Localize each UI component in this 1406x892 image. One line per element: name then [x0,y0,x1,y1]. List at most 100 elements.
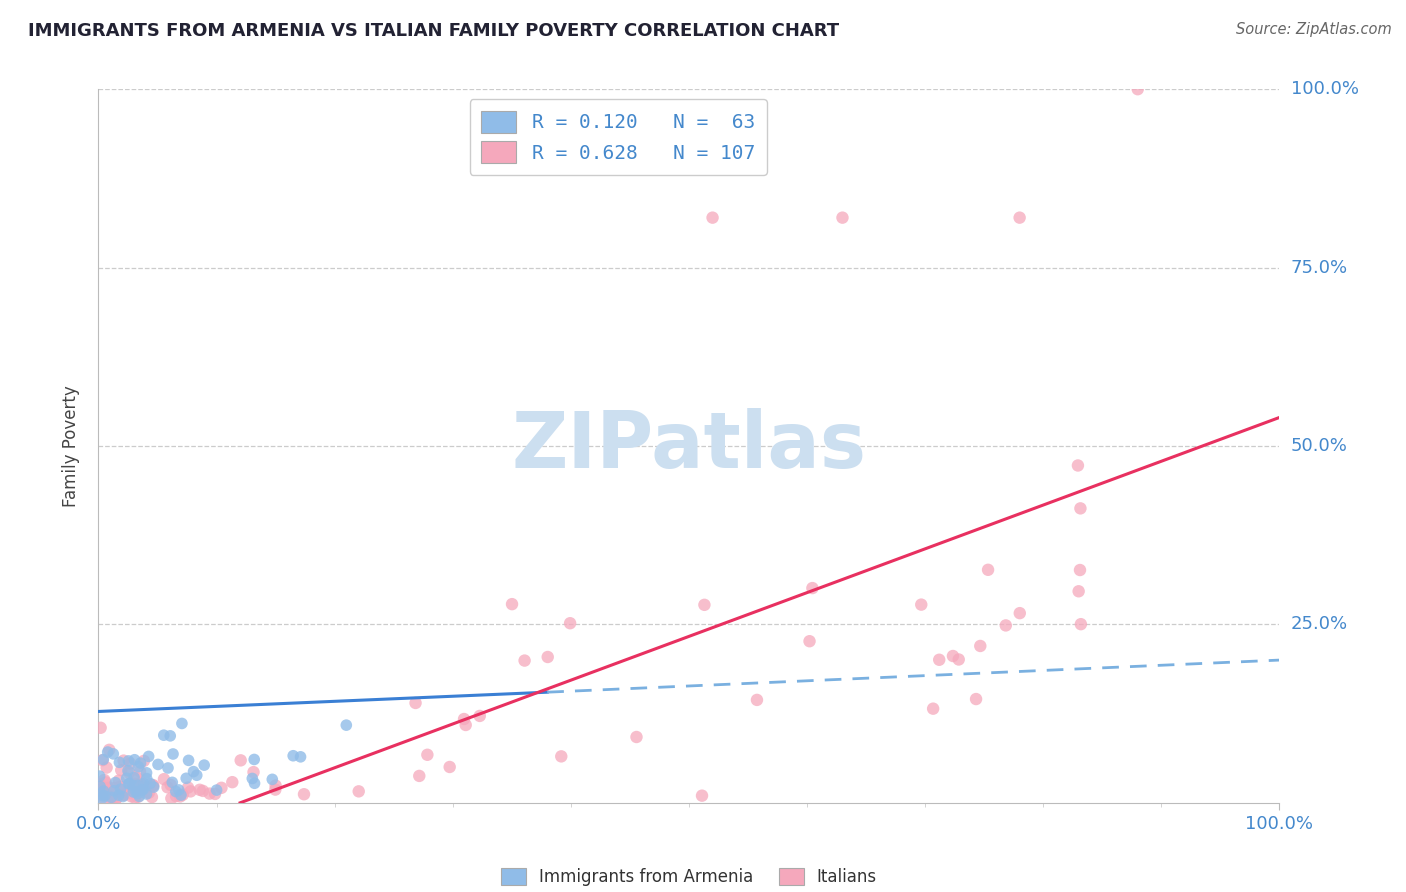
Text: 50.0%: 50.0% [1291,437,1347,455]
Point [122,779,145,793]
Point [103,780,125,795]
Point [125,785,148,799]
Point [120,776,142,790]
Point [948,652,970,666]
Point [702,211,724,225]
Point [831,211,853,225]
Point [468,709,491,723]
Point [240,772,263,786]
Point [124,777,146,791]
Point [122,782,145,797]
Point [1067,584,1090,599]
Text: 100.0%: 100.0% [1291,80,1358,98]
Point [183,764,205,779]
Point [90,786,112,800]
Point [142,779,165,793]
Point [93,784,115,798]
Point [112,788,135,802]
Point [132,776,155,790]
Point [186,768,208,782]
Point [211,780,233,795]
Point [135,787,157,801]
Point [408,769,430,783]
Point [292,787,315,801]
Point [120,756,142,771]
Point [205,783,228,797]
Point [454,718,477,732]
Point [131,783,153,797]
Point [103,784,125,798]
Point [283,748,305,763]
Point [193,758,215,772]
Point [93,791,115,805]
Point [159,778,181,792]
Point [264,782,287,797]
Point [129,764,152,779]
Point [142,778,165,792]
Point [132,782,155,797]
Point [132,754,155,768]
Point [799,634,821,648]
Point [93,789,115,803]
Point [110,784,132,798]
Point [100,792,122,806]
Point [160,791,183,805]
Point [290,749,312,764]
Point [91,753,114,767]
Point [221,775,243,789]
Point [90,721,112,735]
Point [96,789,118,803]
Point [159,729,181,743]
Point [112,754,135,768]
Point [108,756,131,770]
Point [89,787,111,801]
Point [129,756,152,770]
Point [96,781,118,796]
Point [117,754,139,768]
Point [264,779,287,793]
Point [690,789,713,803]
Point [139,780,162,794]
Point [135,765,157,780]
Point [110,782,132,797]
Point [162,747,184,761]
Point [131,780,153,795]
Point [994,618,1017,632]
Point [124,753,146,767]
Point [191,784,214,798]
Point [928,653,950,667]
Point [91,782,114,797]
Point [942,648,965,663]
Point [550,749,572,764]
Point [118,777,141,791]
Point [1069,501,1091,516]
Point [127,787,149,801]
Point [117,764,139,778]
Point [98,743,121,757]
Point [156,780,179,795]
Point [165,784,187,798]
Point [156,761,179,775]
Point [89,769,111,783]
Point [111,789,134,804]
Point [93,772,115,787]
Point [1126,82,1149,96]
Point [198,787,221,801]
Point [103,747,125,761]
Point [94,775,117,789]
Point [229,753,252,767]
Point [335,718,357,732]
Point [118,776,141,790]
Point [128,789,150,804]
Point [501,597,523,611]
Point [165,789,187,804]
Point [347,784,370,798]
Point [180,784,202,798]
Point [170,788,193,802]
Point [105,792,128,806]
Point [1070,617,1092,632]
Point [965,692,987,706]
Point [97,780,120,795]
Point [188,782,211,797]
Point [910,598,932,612]
